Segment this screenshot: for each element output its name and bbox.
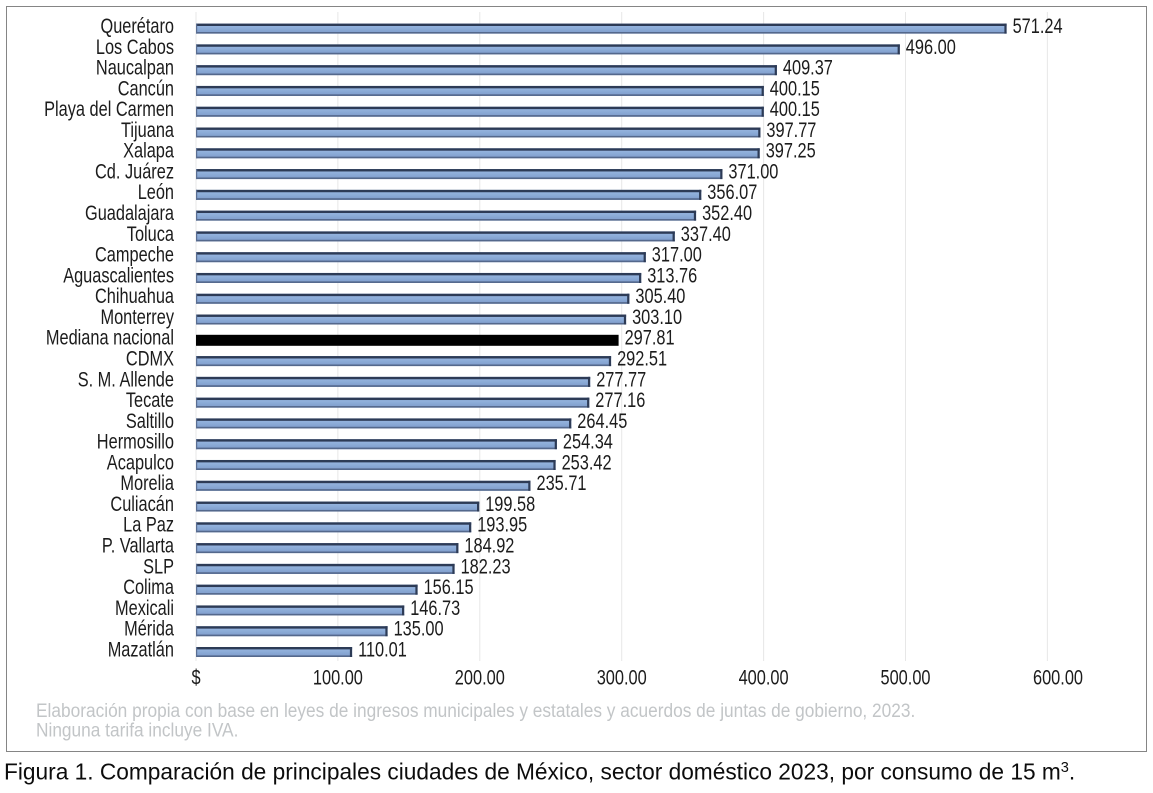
- svg-text:317.00: 317.00: [652, 243, 702, 267]
- svg-text:S. M. Allende: S. M. Allende: [78, 367, 174, 391]
- svg-text:Acapulco: Acapulco: [107, 450, 174, 474]
- svg-text:Playa del Carmen: Playa del Carmen: [44, 97, 174, 121]
- svg-text:Tijuana: Tijuana: [121, 118, 174, 142]
- svg-text:Aguascalientes: Aguascalientes: [63, 263, 174, 287]
- svg-text:200.00: 200.00: [455, 666, 505, 690]
- svg-text:100.00: 100.00: [313, 666, 363, 690]
- svg-text:277.77: 277.77: [596, 367, 646, 391]
- svg-text:Mazatlán: Mazatlán: [108, 637, 174, 661]
- svg-text:110.01: 110.01: [358, 637, 407, 661]
- svg-text:Figura 1. Comparación de princ: Figura 1. Comparación de principales ciu…: [4, 758, 1075, 784]
- svg-text:397.77: 397.77: [766, 118, 816, 142]
- svg-text:397.25: 397.25: [766, 139, 816, 163]
- svg-text:146.73: 146.73: [410, 596, 460, 620]
- svg-text:182.23: 182.23: [461, 554, 511, 578]
- svg-text:Querétaro: Querétaro: [101, 14, 175, 38]
- svg-text:303.10: 303.10: [632, 305, 682, 329]
- svg-text:Chihuahua: Chihuahua: [95, 284, 174, 308]
- svg-text:León: León: [138, 180, 174, 204]
- svg-text:193.95: 193.95: [477, 513, 527, 537]
- svg-text:CDMX: CDMX: [126, 347, 174, 371]
- svg-text:300.00: 300.00: [597, 666, 647, 690]
- svg-text:Morelia: Morelia: [120, 471, 174, 495]
- svg-text:Mediana nacional: Mediana nacional: [46, 326, 174, 350]
- svg-text:P. Vallarta: P. Vallarta: [102, 534, 174, 558]
- svg-text:500.00: 500.00: [881, 666, 931, 690]
- svg-text:199.58: 199.58: [485, 492, 535, 516]
- svg-text:264.45: 264.45: [577, 409, 627, 433]
- svg-text:Hermosillo: Hermosillo: [97, 430, 174, 454]
- svg-text:352.40: 352.40: [702, 201, 752, 225]
- svg-text:571.24: 571.24: [1013, 14, 1063, 38]
- svg-text:La Paz: La Paz: [123, 513, 174, 537]
- svg-text:337.40: 337.40: [681, 222, 731, 246]
- svg-text:SLP: SLP: [143, 554, 174, 578]
- svg-text:297.81: 297.81: [625, 326, 675, 350]
- svg-text:400.15: 400.15: [770, 97, 820, 121]
- svg-text:409.37: 409.37: [783, 56, 833, 80]
- svg-text:Toluca: Toluca: [127, 222, 174, 246]
- svg-text:$: $: [191, 666, 200, 690]
- svg-text:Elaboración propia con base en: Elaboración propia con base en leyes de …: [36, 701, 915, 722]
- svg-text:Los Cabos: Los Cabos: [96, 35, 174, 59]
- svg-text:Cancún: Cancún: [118, 76, 174, 100]
- svg-text:356.07: 356.07: [707, 180, 757, 204]
- svg-text:Colima: Colima: [123, 575, 174, 599]
- svg-text:Monterrey: Monterrey: [101, 305, 175, 329]
- svg-text:Naucalpan: Naucalpan: [96, 56, 174, 80]
- svg-text:Cd. Juárez: Cd. Juárez: [95, 160, 174, 184]
- svg-text:235.71: 235.71: [537, 471, 587, 495]
- svg-text:Guadalajara: Guadalajara: [85, 201, 174, 225]
- svg-text:400.00: 400.00: [739, 666, 789, 690]
- svg-text:254.34: 254.34: [563, 430, 613, 454]
- svg-text:Campeche: Campeche: [95, 243, 174, 267]
- svg-text:400.15: 400.15: [770, 76, 820, 100]
- svg-text:Culiacán: Culiacán: [110, 492, 174, 516]
- svg-text:Ninguna tarifa incluye IVA.: Ninguna tarifa incluye IVA.: [36, 720, 238, 741]
- svg-text:600.00: 600.00: [1033, 666, 1083, 690]
- svg-text:496.00: 496.00: [906, 35, 956, 59]
- svg-text:156.15: 156.15: [424, 575, 474, 599]
- svg-text:184.92: 184.92: [464, 534, 514, 558]
- svg-text:Mexicali: Mexicali: [115, 596, 174, 620]
- svg-text:Xalapa: Xalapa: [123, 139, 174, 163]
- svg-text:277.16: 277.16: [595, 388, 645, 412]
- svg-text:Mérida: Mérida: [124, 617, 174, 641]
- svg-text:Saltillo: Saltillo: [126, 409, 174, 433]
- svg-text:371.00: 371.00: [728, 160, 778, 184]
- svg-text:292.51: 292.51: [617, 347, 667, 371]
- svg-text:313.76: 313.76: [647, 263, 697, 287]
- svg-text:305.40: 305.40: [635, 284, 685, 308]
- svg-text:253.42: 253.42: [562, 450, 612, 474]
- svg-text:135.00: 135.00: [394, 617, 444, 641]
- svg-text:Tecate: Tecate: [126, 388, 174, 412]
